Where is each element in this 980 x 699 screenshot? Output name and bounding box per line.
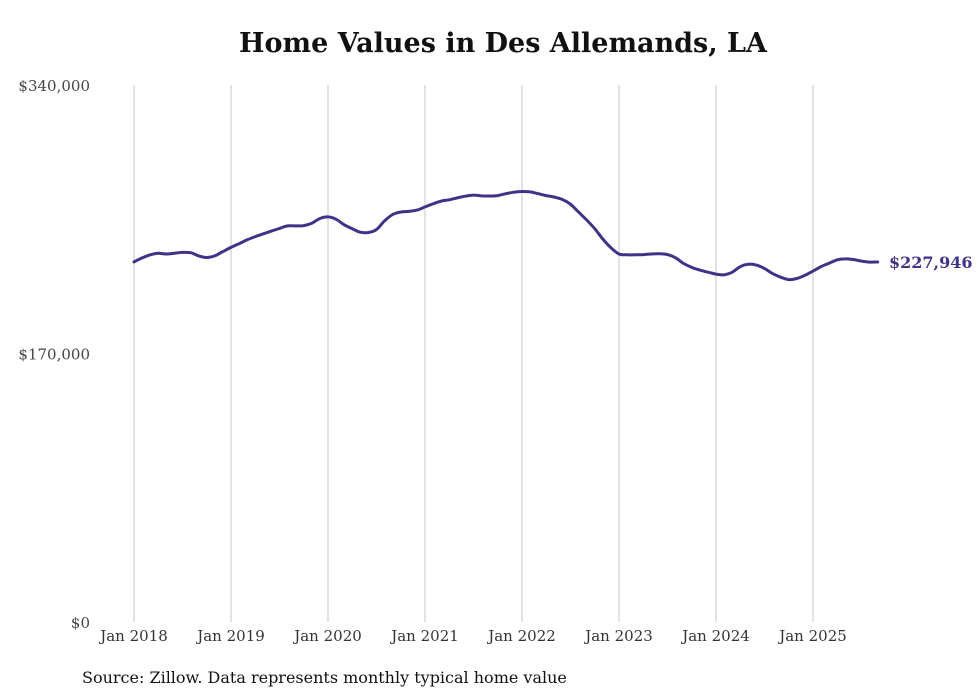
x-tick-label: Jan 2023 (583, 627, 653, 645)
source-note: Source: Zillow. Data represents monthly … (82, 668, 567, 687)
x-tick-label: Jan 2022 (486, 627, 556, 645)
y-axis-tick-labels: $0 $170,000 $340,000 (18, 77, 90, 632)
x-tick-label: Jan 2019 (195, 627, 265, 645)
x-tick-label: Jan 2018 (98, 627, 168, 645)
x-axis-tick-labels: Jan 2018 Jan 2019 Jan 2020 Jan 2021 Jan 2022… (98, 627, 847, 645)
x-tick-label: Jan 2025 (777, 627, 847, 645)
y-tick-label: $170,000 (18, 346, 90, 364)
y-tick-label: $340,000 (18, 77, 90, 95)
end-value-label: $227,946 (889, 253, 973, 272)
x-tick-label: Jan 2020 (292, 627, 362, 645)
series-line (132, 189, 880, 282)
chart-title: Home Values in Des Allemands, LA (239, 28, 767, 59)
series-layer: $227,946 (132, 189, 973, 282)
vertical-gridlines (133, 85, 814, 622)
x-tick-label: Jan 2021 (389, 627, 459, 645)
x-tick-label: Jan 2024 (680, 627, 750, 645)
y-tick-label: $0 (71, 614, 90, 632)
